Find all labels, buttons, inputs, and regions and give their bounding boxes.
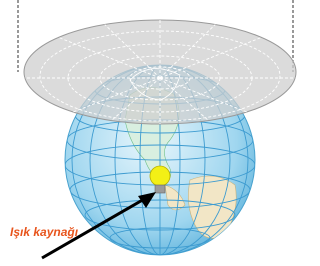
page: Işık kaynağı (() => { const data = JSON.… xyxy=(0,0,309,266)
light-source-label: Işık kaynağı xyxy=(10,225,79,239)
projection-plane xyxy=(20,10,300,140)
projection-diagram: Işık kaynağı xyxy=(0,0,309,266)
